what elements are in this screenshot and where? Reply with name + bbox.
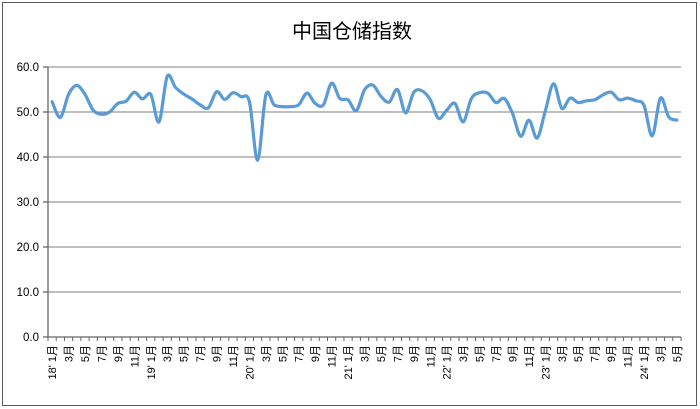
x-tick-label: 11月 xyxy=(623,345,635,367)
x-tick-label: 5月 xyxy=(475,345,487,362)
x-tick-label: 9月 xyxy=(212,345,224,362)
x-tick-label: 5月 xyxy=(80,345,92,362)
x-tick-label: 3月 xyxy=(655,345,667,362)
y-tick-label: 40.0 xyxy=(17,152,39,164)
y-tick-label: 20.0 xyxy=(17,242,39,254)
x-tick-label: 3月 xyxy=(261,345,273,362)
x-tick-label: 5月 xyxy=(672,345,684,362)
x-tick-label: 21' 1月 xyxy=(343,345,355,380)
plot-area: 60.050.040.030.020.010.00.018' 1月 3月 5月 7月 9… xyxy=(17,62,684,380)
x-tick-label: 3月 xyxy=(458,345,470,362)
x-tick-label: 7月 xyxy=(392,345,404,362)
x-tick-label: 5月 xyxy=(376,345,388,362)
x-tick-label: 3月 xyxy=(64,345,76,362)
x-tick-label: 3月 xyxy=(557,345,569,362)
x-tick-label: 18' 1月 xyxy=(47,345,59,380)
x-tick-label: 11月 xyxy=(129,345,141,367)
y-tick-label: 50.0 xyxy=(17,107,39,119)
y-tick-label: 0.0 xyxy=(23,332,39,344)
x-tick-label: 20' 1月 xyxy=(244,345,256,380)
x-tick-label: 9月 xyxy=(606,345,618,362)
x-tick-label: 19' 1月 xyxy=(146,345,158,380)
y-tick-label: 30.0 xyxy=(17,197,39,209)
x-tick-label: 3月 xyxy=(360,345,372,362)
x-tick-label: 11月 xyxy=(524,345,536,367)
x-tick-label: 9月 xyxy=(113,345,125,362)
series-line xyxy=(50,73,679,162)
x-tick-label: 23' 1月 xyxy=(540,345,552,380)
x-tick-label: 9月 xyxy=(507,345,519,362)
chart-title: 中国仓储指数 xyxy=(292,20,412,43)
y-tick-label: 10.0 xyxy=(17,287,39,299)
x-tick-label: 3月 xyxy=(162,345,174,362)
x-tick-label: 7月 xyxy=(96,345,108,362)
x-tick-label: 9月 xyxy=(310,345,322,362)
x-tick-label: 11月 xyxy=(327,345,339,367)
y-tick-label: 60.0 xyxy=(17,62,39,74)
x-tick-label: 5月 xyxy=(277,345,289,362)
x-tick-label: 7月 xyxy=(294,345,306,362)
x-tick-label: 5月 xyxy=(573,345,585,362)
x-tick-label: 7月 xyxy=(590,345,602,362)
x-tick-label: 7月 xyxy=(195,345,207,362)
x-tick-label: 11月 xyxy=(425,345,437,367)
x-tick-label: 24' 1月 xyxy=(639,345,651,380)
x-tick-label: 9月 xyxy=(409,345,421,362)
x-tick-label: 5月 xyxy=(179,345,191,362)
x-tick-label: 7月 xyxy=(491,345,503,362)
x-tick-label: 22' 1月 xyxy=(442,345,454,380)
x-tick-label: 11月 xyxy=(228,345,240,367)
